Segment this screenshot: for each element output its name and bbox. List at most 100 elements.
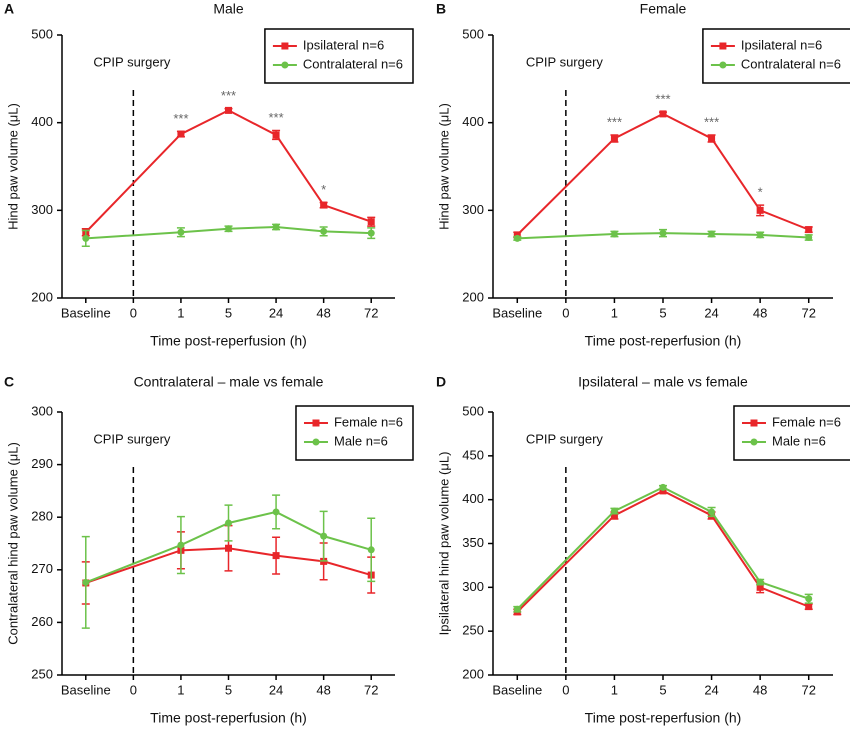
marker bbox=[177, 541, 185, 549]
x-tick-label: 24 bbox=[269, 305, 283, 320]
x-tick-label: 1 bbox=[177, 682, 184, 697]
x-tick-label: 0 bbox=[130, 305, 137, 320]
surgery-label: CPIP surgery bbox=[93, 431, 171, 446]
legend: Female n=6 Male n=6 bbox=[733, 405, 850, 461]
y-axis-label: Contralateral hind paw volume (μL) bbox=[5, 442, 20, 645]
y-tick-label: 300 bbox=[31, 403, 53, 418]
x-tick-label: 1 bbox=[611, 305, 618, 320]
y-axis-label: Hind paw volume (μL) bbox=[436, 103, 451, 230]
chart-title: Female bbox=[640, 1, 687, 17]
x-tick-label: 48 bbox=[753, 305, 767, 320]
y-tick-label: 450 bbox=[462, 447, 484, 462]
x-tick-label: Baseline bbox=[61, 682, 111, 697]
marker bbox=[708, 230, 716, 238]
marker bbox=[320, 532, 328, 540]
x-tick-label: 24 bbox=[704, 682, 718, 697]
marker bbox=[805, 234, 813, 242]
x-tick-label: 5 bbox=[225, 682, 232, 697]
panel-label: D bbox=[436, 374, 446, 390]
panel-label: A bbox=[4, 1, 14, 17]
y-tick-label: 250 bbox=[462, 623, 484, 638]
surgery-label: CPIP surgery bbox=[526, 54, 604, 69]
legend-label: Male n=6 bbox=[772, 433, 826, 448]
legend-box bbox=[264, 28, 414, 84]
legend-label: Ipsilateral n=6 bbox=[303, 37, 384, 52]
x-tick-label: 5 bbox=[659, 682, 666, 697]
marker bbox=[805, 226, 813, 234]
x-tick-label: 72 bbox=[364, 305, 378, 320]
marker bbox=[610, 511, 618, 519]
marker bbox=[513, 605, 521, 613]
x-tick-label: 48 bbox=[753, 682, 767, 697]
marker bbox=[225, 519, 232, 527]
y-axis-label: Hind paw volume (μL) bbox=[5, 103, 20, 230]
marker bbox=[177, 130, 185, 138]
legend-marker bbox=[281, 61, 289, 69]
marker bbox=[756, 583, 764, 591]
marker bbox=[272, 131, 280, 139]
y-tick-label: 300 bbox=[462, 579, 484, 594]
marker bbox=[805, 603, 813, 611]
significance-label: *** bbox=[268, 110, 283, 125]
panel-label: C bbox=[4, 374, 14, 390]
x-axis-label: Time post-reperfusion (h) bbox=[150, 710, 307, 726]
legend: Female n=6 Male n=6 bbox=[295, 405, 414, 461]
x-tick-label: 72 bbox=[801, 305, 815, 320]
y-tick-label: 260 bbox=[31, 614, 53, 629]
legend-box bbox=[733, 405, 850, 461]
marker bbox=[272, 552, 280, 560]
series-line bbox=[85, 225, 372, 240]
y-tick-label: 500 bbox=[462, 26, 484, 41]
y-tick-label: 400 bbox=[462, 114, 484, 129]
x-tick-label: Baseline bbox=[61, 305, 111, 320]
marker bbox=[367, 229, 375, 237]
chart-title: Contralateral – male vs female bbox=[134, 374, 324, 390]
x-tick-label: 48 bbox=[316, 305, 330, 320]
x-tick-label: 5 bbox=[659, 305, 666, 320]
marker bbox=[659, 487, 667, 495]
y-tick-label: 250 bbox=[31, 666, 53, 681]
marker bbox=[756, 578, 764, 586]
significance-label: * bbox=[321, 182, 326, 197]
marker bbox=[708, 134, 716, 142]
marker bbox=[367, 218, 375, 226]
marker bbox=[272, 223, 280, 231]
series-line bbox=[516, 489, 810, 613]
y-tick-label: 500 bbox=[462, 403, 484, 418]
marker bbox=[610, 230, 618, 238]
legend-marker bbox=[750, 438, 758, 446]
x-axis-label: Time post-reperfusion (h) bbox=[585, 333, 742, 349]
y-tick-label: 300 bbox=[462, 202, 484, 217]
y-tick-label: 290 bbox=[31, 456, 53, 471]
x-axis-label: Time post-reperfusion (h) bbox=[150, 333, 307, 349]
marker bbox=[756, 206, 764, 214]
chart-title: Ipsilateral – male vs female bbox=[578, 374, 748, 390]
legend-label: Ipsilateral n=6 bbox=[741, 37, 822, 52]
series-line bbox=[85, 109, 372, 233]
marker bbox=[610, 134, 618, 142]
x-tick-label: 24 bbox=[704, 305, 718, 320]
legend-marker bbox=[719, 61, 727, 69]
legend: Ipsilateral n=6 Contralateral n=6 bbox=[264, 28, 414, 84]
x-tick-label: 1 bbox=[177, 305, 184, 320]
series-line bbox=[517, 232, 809, 240]
chart-title: Male bbox=[213, 1, 244, 17]
significance-label: *** bbox=[655, 92, 670, 107]
legend-label: Female n=6 bbox=[334, 414, 403, 429]
legend-label: Contralateral n=6 bbox=[303, 56, 403, 71]
x-tick-label: 24 bbox=[269, 682, 283, 697]
y-tick-label: 350 bbox=[462, 535, 484, 550]
marker bbox=[225, 106, 232, 114]
significance-label: *** bbox=[221, 88, 236, 103]
marker bbox=[610, 507, 618, 515]
series-line bbox=[85, 510, 372, 584]
marker bbox=[367, 546, 375, 554]
marker bbox=[177, 228, 185, 236]
y-tick-label: 270 bbox=[31, 561, 53, 576]
surgery-label: CPIP surgery bbox=[93, 54, 171, 69]
marker bbox=[320, 201, 328, 209]
x-tick-label: 48 bbox=[316, 682, 330, 697]
y-tick-label: 300 bbox=[31, 202, 53, 217]
surgery-label: CPIP surgery bbox=[526, 431, 604, 446]
